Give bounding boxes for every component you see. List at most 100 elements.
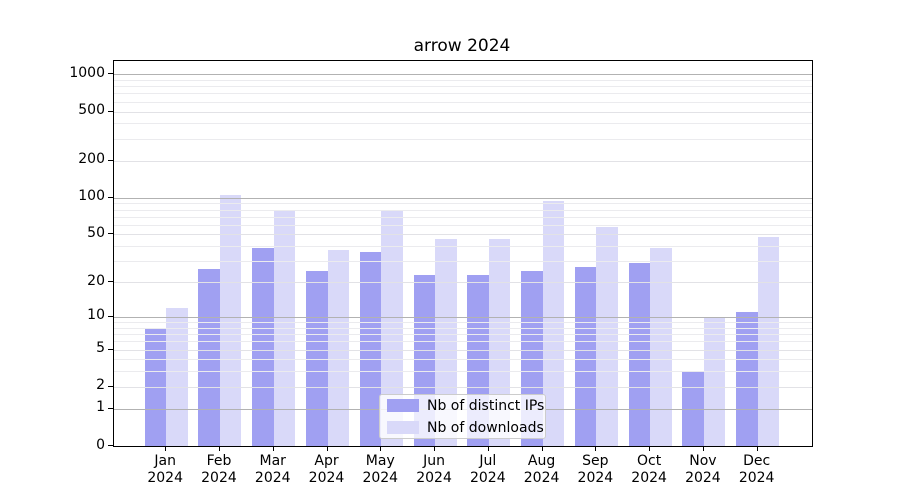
y-minor-gridline (114, 341, 812, 343)
x-tick-label-month: Feb (206, 453, 232, 469)
y-gridline (114, 111, 812, 113)
x-tick-label-year: 2024 (308, 470, 345, 486)
x-tick-label: Jun 2024 (392, 453, 476, 487)
y-tick-label: 2 (96, 377, 105, 394)
x-tick-label: Apr 2024 (285, 453, 369, 487)
legend-swatch-distinct-ips (387, 399, 419, 412)
x-tick-label-year: 2024 (523, 470, 560, 486)
y-tick-mark (108, 348, 113, 350)
y-gridline (114, 197, 812, 199)
plot-area: Nb of distinct IPs Nb of downloads (113, 60, 813, 447)
chart-title: arrow 2024 (413, 36, 511, 56)
y-minor-gridline (114, 86, 812, 88)
x-tick-mark (649, 446, 651, 451)
y-minor-gridline (114, 224, 812, 226)
x-tick-label-month: May (365, 453, 395, 469)
x-tick-label-month: Aug (527, 453, 556, 469)
x-tick-label: Sep 2024 (553, 453, 637, 487)
x-tick-mark (487, 446, 489, 451)
y-minor-gridline (114, 203, 812, 205)
bar-distinct-ips (682, 371, 704, 446)
legend-label: Nb of distinct IPs (427, 397, 545, 414)
y-tick-label: 1 (96, 399, 105, 416)
y-tick-label: 500 (78, 102, 105, 118)
y-gridline (114, 234, 812, 236)
x-tick-label-year: 2024 (685, 470, 721, 486)
y-gridline (114, 316, 812, 318)
y-tick-mark (108, 110, 113, 112)
x-tick-label: Nov 2024 (661, 453, 745, 487)
x-tick-label-year: 2024 (577, 470, 614, 486)
y-tick-mark (108, 233, 113, 235)
y-tick-mark (108, 445, 113, 446)
legend-swatch-downloads (387, 421, 419, 434)
x-tick-label-month: Nov (689, 453, 717, 469)
y-tick-mark (108, 196, 113, 198)
bar-downloads (219, 195, 242, 446)
y-tick-mark (108, 385, 113, 387)
y-gridline (114, 282, 812, 284)
x-tick-label-year: 2024 (147, 470, 183, 486)
y-tick-mark (108, 159, 113, 161)
y-minor-gridline (114, 138, 812, 140)
bar-downloads (327, 250, 349, 446)
x-tick-label-year: 2024 (416, 470, 452, 486)
x-tick-mark (218, 446, 220, 451)
x-tick-mark (326, 446, 328, 451)
x-tick-label-year: 2024 (469, 470, 506, 486)
legend-row: Nb of downloads (387, 420, 544, 436)
x-tick-mark (380, 446, 382, 451)
x-tick-label-month: Apr (314, 453, 339, 469)
y-minor-gridline (114, 327, 812, 329)
x-tick-label: Mar 2024 (231, 453, 315, 487)
y-tick-label: 100 (78, 188, 105, 205)
x-tick-label: Aug 2024 (500, 453, 584, 487)
y-gridline (114, 349, 812, 351)
x-tick-mark (434, 446, 436, 451)
x-tick-mark (272, 446, 274, 451)
y-gridline (114, 160, 812, 162)
x-tick-label-month: Jan (154, 453, 176, 469)
x-tick-label-year: 2024 (254, 470, 291, 486)
bar-downloads (703, 316, 726, 446)
x-tick-mark (165, 446, 167, 451)
y-tick-mark (108, 407, 113, 409)
y-tick-label: 20 (87, 272, 105, 289)
bar-distinct-ips (359, 251, 382, 446)
y-tick-label: 1000 (69, 64, 105, 81)
legend: Nb of distinct IPs Nb of downloads (379, 394, 546, 439)
x-tick-label-year: 2024 (738, 470, 775, 486)
legend-label: Nb of downloads (427, 419, 544, 436)
bar-downloads (757, 236, 780, 446)
x-tick-mark (702, 446, 704, 451)
y-tick-label: 10 (87, 307, 105, 324)
x-tick-label-month: Dec (743, 453, 771, 469)
x-tick-label-year: 2024 (201, 470, 237, 486)
x-tick-label-year: 2024 (362, 470, 399, 486)
x-tick-label: Jul 2024 (446, 453, 530, 487)
y-minor-gridline (114, 209, 812, 211)
bar-distinct-ips (574, 266, 597, 446)
x-tick-label-month: Jul (479, 453, 497, 469)
x-tick-label: Oct 2024 (607, 453, 691, 487)
bar-distinct-ips (736, 312, 758, 446)
x-tick-label-year: 2024 (631, 470, 667, 486)
x-tick-label: Jan 2024 (123, 453, 207, 487)
bar-distinct-ips (198, 268, 220, 446)
y-tick-label: 200 (78, 151, 105, 168)
bar-downloads (166, 307, 188, 446)
bar-distinct-ips (306, 270, 328, 446)
bar-downloads (650, 247, 672, 446)
x-tick-label-month: Sep (582, 453, 609, 469)
bar-distinct-ips (252, 247, 274, 446)
x-tick-label: Dec 2024 (715, 453, 799, 487)
y-minor-gridline (114, 359, 812, 361)
x-tick-label-month: Mar (259, 453, 286, 469)
y-gridline (114, 386, 812, 388)
x-tick-mark (541, 446, 543, 451)
bar-distinct-ips (628, 262, 651, 446)
y-minor-gridline (114, 371, 812, 373)
y-tick-label: 50 (87, 224, 105, 241)
y-tick-mark (108, 281, 113, 283)
